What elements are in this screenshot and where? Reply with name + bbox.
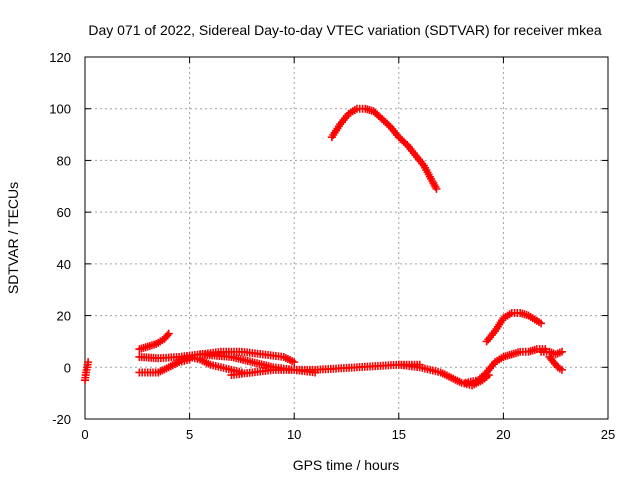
x-tick-label: 0	[81, 427, 88, 442]
data-point	[557, 365, 566, 374]
chart-title: Day 071 of 2022, Sidereal Day-to-day VTE…	[88, 22, 601, 38]
y-tick-label: 100	[49, 102, 71, 117]
ticks-layer: 0 5 10 15 20 25 -20 0 20 40 60 80 100 120	[49, 50, 615, 442]
y-tick-label: 120	[49, 50, 71, 65]
data-point	[537, 319, 546, 328]
y-tick-label: 20	[57, 309, 71, 324]
x-tick-label: 15	[392, 427, 406, 442]
series-arc-mid-15-19	[394, 360, 493, 390]
series-arc-late-drop	[545, 352, 566, 374]
data-point	[290, 358, 299, 367]
series-arc-rise-4h	[135, 329, 173, 354]
x-tick-label: 20	[496, 427, 510, 442]
series-arc-low-7-11	[227, 365, 320, 380]
x-tick-label: 5	[186, 427, 193, 442]
y-tick-label: 40	[57, 257, 71, 272]
data-point	[557, 347, 566, 356]
plot-frame	[84, 56, 609, 420]
data-point	[164, 329, 173, 338]
y-tick-label: 80	[57, 153, 71, 168]
data-point	[311, 368, 320, 377]
x-axis-label: GPS time / hours	[293, 457, 400, 473]
data-point	[432, 184, 441, 193]
series-arc-early	[81, 358, 93, 385]
x-tick-label: 10	[287, 427, 301, 442]
data-point	[163, 331, 172, 340]
y-tick-label: -20	[52, 412, 71, 427]
x-tick-label: 25	[601, 427, 615, 442]
data-point	[84, 358, 93, 367]
y-tick-label: 60	[57, 205, 71, 220]
series-arc-late-22	[537, 347, 566, 359]
y-tick-label: 0	[64, 360, 71, 375]
data-layer	[81, 104, 566, 390]
series-arc-rise-19-22	[461, 345, 550, 387]
series-arc-hump-20	[482, 308, 546, 346]
series-arc-peak-100	[327, 104, 441, 193]
y-axis-label: SDTVAR / TECUs	[5, 182, 21, 294]
